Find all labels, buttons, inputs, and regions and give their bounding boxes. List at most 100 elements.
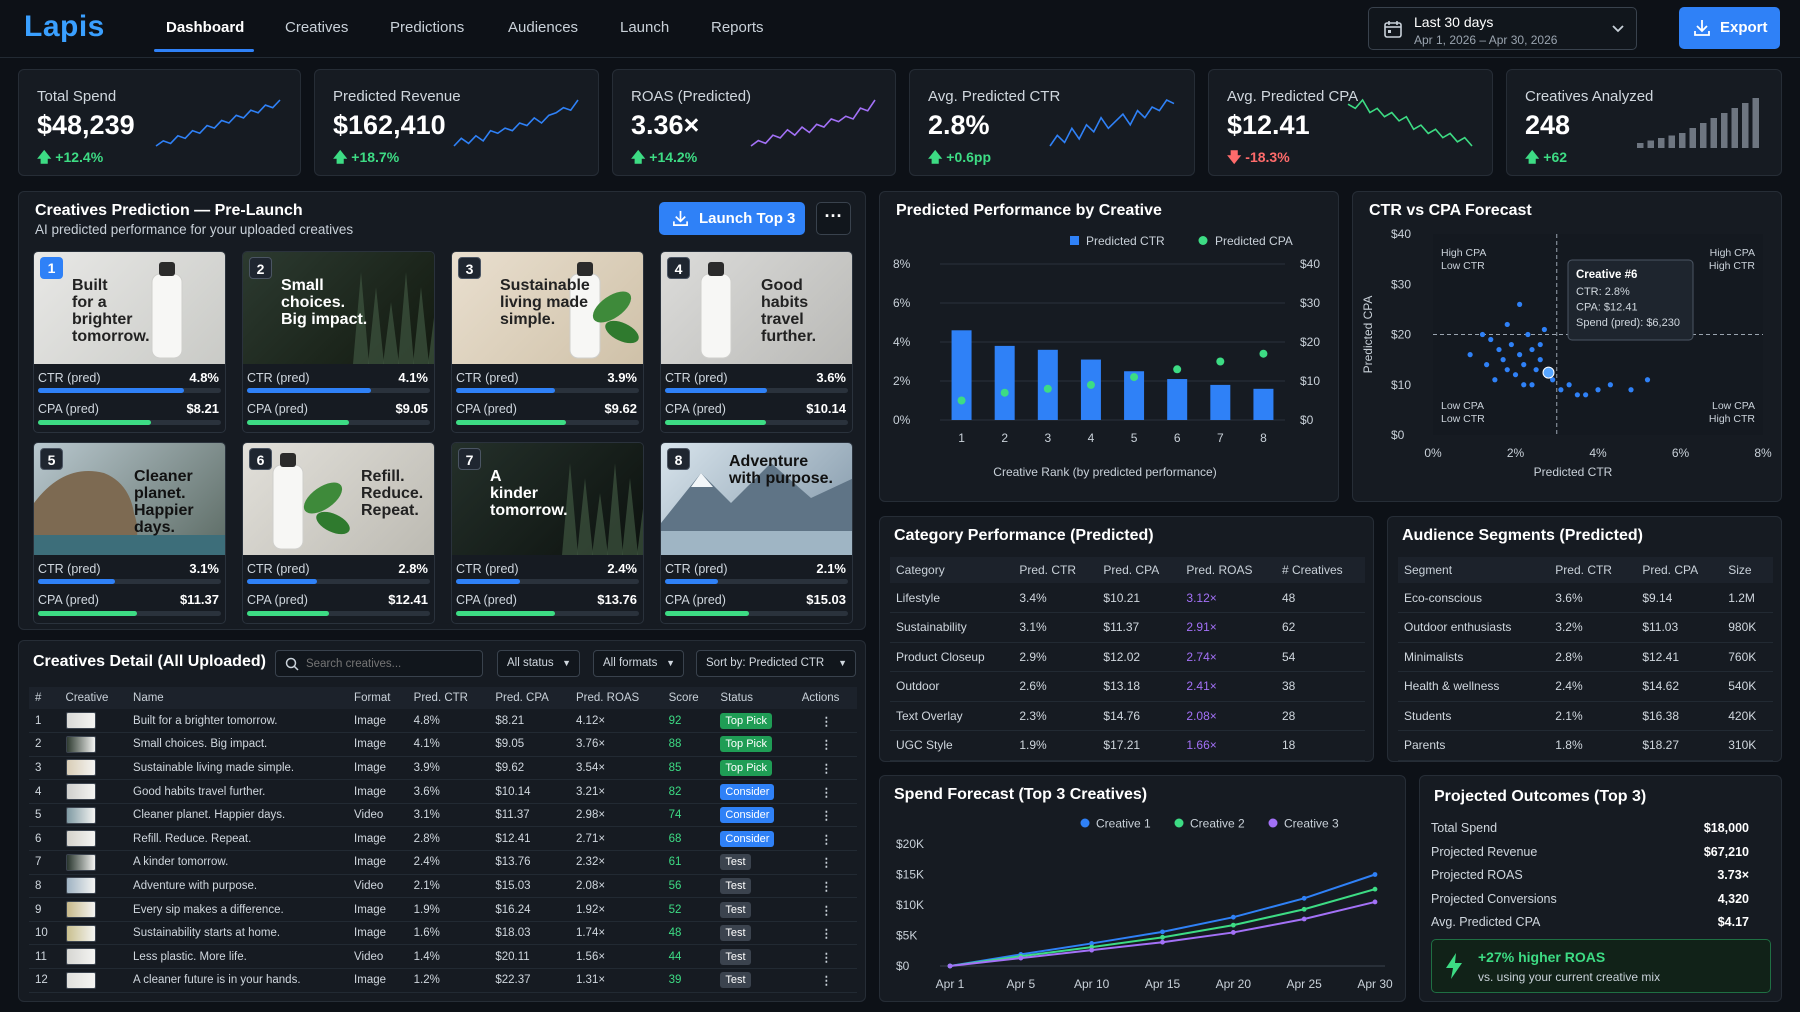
more-vertical-icon[interactable]: ⋮ xyxy=(820,880,833,893)
table-row[interactable]: Eco-conscious 3.6% $9.14 1.2M xyxy=(1398,583,1773,613)
table-row[interactable]: 6 Refill. Reduce. Repeat. Image 2.8% $12.41 2… xyxy=(29,826,857,852)
table-cell[interactable]: Sustainable living made simple. xyxy=(127,756,349,781)
creative-tile[interactable]: 6 Refill. Reduce. Repeat. CTR (pred) 2.8% CPA … xyxy=(242,442,435,624)
search-input[interactable] xyxy=(306,654,476,673)
nav-dashboard[interactable]: Dashboard xyxy=(166,19,245,36)
more-vertical-icon[interactable]: ⋮ xyxy=(820,928,833,941)
creative-thumbnail[interactable] xyxy=(65,924,96,942)
creative-tile[interactable]: 2 Small choices. Big impact. CTR (pred) 4.1% C… xyxy=(242,251,435,433)
column-header[interactable]: Pred. ROAS xyxy=(1180,557,1276,583)
creative-thumbnail[interactable] xyxy=(65,971,96,989)
table-cell[interactable]: Sustainability starts at home. xyxy=(127,921,349,946)
creative-thumbnail[interactable] xyxy=(65,759,96,777)
column-header[interactable]: # Creatives xyxy=(1275,557,1365,583)
creative-tile[interactable]: 1 Built for a brighter tomorrow. CTR (pred) 4.… xyxy=(33,251,226,433)
more-vertical-icon[interactable]: ⋮ xyxy=(820,833,833,846)
table-cell[interactable]: Cleaner planet. Happier days. xyxy=(127,803,349,828)
export-button[interactable]: Export xyxy=(1679,7,1780,49)
column-header[interactable]: Pred. CTR xyxy=(407,687,490,709)
creative-tile[interactable]: 8 Adventure with purpose. CTR (pred) 2.1% CPA… xyxy=(660,442,853,624)
table-row[interactable]: Parents 1.8% $18.27 310K xyxy=(1398,730,1773,761)
app-logo[interactable]: Lapis xyxy=(24,10,105,43)
creative-thumbnail[interactable] xyxy=(65,830,96,848)
creative-tile[interactable]: 3 Sustainable living made simple. CTR (pred)… xyxy=(451,251,644,433)
table-row[interactable]: Students 2.1% $16.38 420K xyxy=(1398,701,1773,731)
column-header[interactable]: Status xyxy=(714,687,796,709)
creative-thumbnail[interactable] xyxy=(65,877,96,895)
creative-thumbnail[interactable] xyxy=(65,853,96,871)
nav-predictions[interactable]: Predictions xyxy=(390,19,465,36)
table-cell[interactable]: Adventure with purpose. xyxy=(127,874,349,899)
selected-point[interactable] xyxy=(1542,366,1555,379)
table-row[interactable]: Product Closeup 2.9% $12.02 2.74× 54 xyxy=(890,642,1365,672)
table-row[interactable]: 2 Small choices. Big impact. Image 4.1% $9.0… xyxy=(29,732,857,757)
column-header[interactable]: Pred. ROAS xyxy=(569,687,663,709)
column-header[interactable]: Name xyxy=(127,687,349,709)
creative-tile[interactable]: 5 Cleaner planet. Happier days. CTR (pred) 3.1… xyxy=(33,442,226,624)
date-range-select[interactable]: Last 30 days Apr 1, 2026 – Apr 30, 2026 xyxy=(1368,7,1637,50)
table-cell[interactable]: Every sip makes a difference. xyxy=(127,897,349,922)
table-row[interactable]: 5 Cleaner planet. Happier days. Video 3.1% $… xyxy=(29,803,857,828)
launch-top3-button[interactable]: Launch Top 3 xyxy=(659,202,805,235)
sort-select[interactable]: Sort by: Predicted CTR ▼ xyxy=(696,650,856,677)
table-row[interactable]: 3 Sustainable living made simple. Image 3.9… xyxy=(29,756,857,781)
creative-thumbnail[interactable] xyxy=(65,806,96,824)
nav-reports[interactable]: Reports xyxy=(711,19,764,36)
table-cell[interactable]: A cleaner future is in your hands. xyxy=(127,968,349,993)
nav-creatives[interactable]: Creatives xyxy=(285,19,349,36)
more-vertical-icon[interactable]: ⋮ xyxy=(820,715,833,728)
table-cell[interactable]: Small choices. Big impact. xyxy=(127,732,349,757)
column-header[interactable]: Creative xyxy=(59,687,128,709)
table-cell[interactable]: A kinder tomorrow. xyxy=(127,850,349,875)
table-row[interactable]: Outdoor 2.6% $13.18 2.41× 38 xyxy=(890,671,1365,702)
more-vertical-icon[interactable]: ⋮ xyxy=(820,786,833,799)
more-options-button[interactable]: ··· xyxy=(816,202,851,235)
more-vertical-icon[interactable]: ⋮ xyxy=(820,904,833,917)
table-cell[interactable]: Built for a brighter tomorrow. xyxy=(127,709,349,734)
creative-thumbnail[interactable] xyxy=(65,901,96,919)
nav-launch[interactable]: Launch xyxy=(620,19,670,36)
column-header[interactable]: Pred. CTR xyxy=(1549,557,1637,583)
column-header[interactable]: Score xyxy=(662,687,715,709)
table-row[interactable]: Sustainability 3.1% $11.37 2.91× 62 xyxy=(890,612,1365,643)
table-row[interactable]: Outdoor enthusiasts 3.2% $11.03 980K xyxy=(1398,612,1773,643)
creative-thumbnail[interactable] xyxy=(65,783,96,801)
more-vertical-icon[interactable]: ⋮ xyxy=(820,857,833,870)
column-header[interactable]: Format xyxy=(348,687,408,709)
table-row[interactable]: 11 Less plastic. More life. Video 1.4% $20.1… xyxy=(29,944,857,970)
creative-thumbnail[interactable] xyxy=(65,735,96,753)
table-row[interactable]: Minimalists 2.8% $12.41 760K xyxy=(1398,642,1773,672)
table-cell[interactable]: Refill. Reduce. Repeat. xyxy=(127,826,349,852)
creative-thumbnail[interactable] xyxy=(65,948,96,966)
table-row[interactable]: 7 A kinder tomorrow. Image 2.4% $13.76 2.32× 6… xyxy=(29,850,857,875)
format-filter[interactable]: All formats ▼ xyxy=(593,650,684,677)
status-filter[interactable]: All status ▼ xyxy=(497,650,580,677)
column-header[interactable]: # xyxy=(29,687,60,709)
column-header[interactable]: Pred. CPA xyxy=(489,687,570,709)
table-cell[interactable]: Less plastic. More life. xyxy=(127,944,349,970)
table-row[interactable]: Lifestyle 3.4% $10.21 3.12× 48 xyxy=(890,583,1365,613)
table-row[interactable]: 8 Adventure with purpose. Video 2.1% $15.03 2… xyxy=(29,874,857,899)
more-vertical-icon[interactable]: ⋮ xyxy=(820,951,833,964)
search-box[interactable] xyxy=(275,650,483,677)
column-header[interactable]: Pred. CPA xyxy=(1636,557,1723,583)
more-vertical-icon[interactable]: ⋮ xyxy=(820,810,833,823)
table-row[interactable]: 1 Built for a brighter tomorrow. Image 4.8%… xyxy=(29,709,857,734)
table-row[interactable]: 4 Good habits travel further. Image 3.6% $10… xyxy=(29,779,857,804)
more-vertical-icon[interactable]: ⋮ xyxy=(820,975,833,988)
table-row[interactable]: UGC Style 1.9% $17.21 1.66× 18 xyxy=(890,730,1365,761)
table-cell[interactable]: Good habits travel further. xyxy=(127,779,349,804)
nav-audiences[interactable]: Audiences xyxy=(508,19,579,36)
column-header[interactable]: Actions xyxy=(795,687,857,709)
table-row[interactable]: Text Overlay 2.3% $14.76 2.08× 28 xyxy=(890,701,1365,731)
column-header[interactable]: Pred. CTR xyxy=(1013,557,1098,583)
column-header[interactable]: Pred. CPA xyxy=(1097,557,1181,583)
column-header[interactable]: Segment xyxy=(1398,557,1550,583)
more-vertical-icon[interactable]: ⋮ xyxy=(820,762,833,775)
table-row[interactable]: 10 Sustainability starts at home. Image 1.6… xyxy=(29,921,857,946)
table-row[interactable]: Health & wellness 2.4% $14.62 540K xyxy=(1398,671,1773,702)
column-header[interactable]: Category xyxy=(890,557,1014,583)
creative-thumbnail[interactable] xyxy=(65,712,96,730)
creative-tile[interactable]: 4 Good habits travel further. CTR (pred) 3.6% C… xyxy=(660,251,853,433)
